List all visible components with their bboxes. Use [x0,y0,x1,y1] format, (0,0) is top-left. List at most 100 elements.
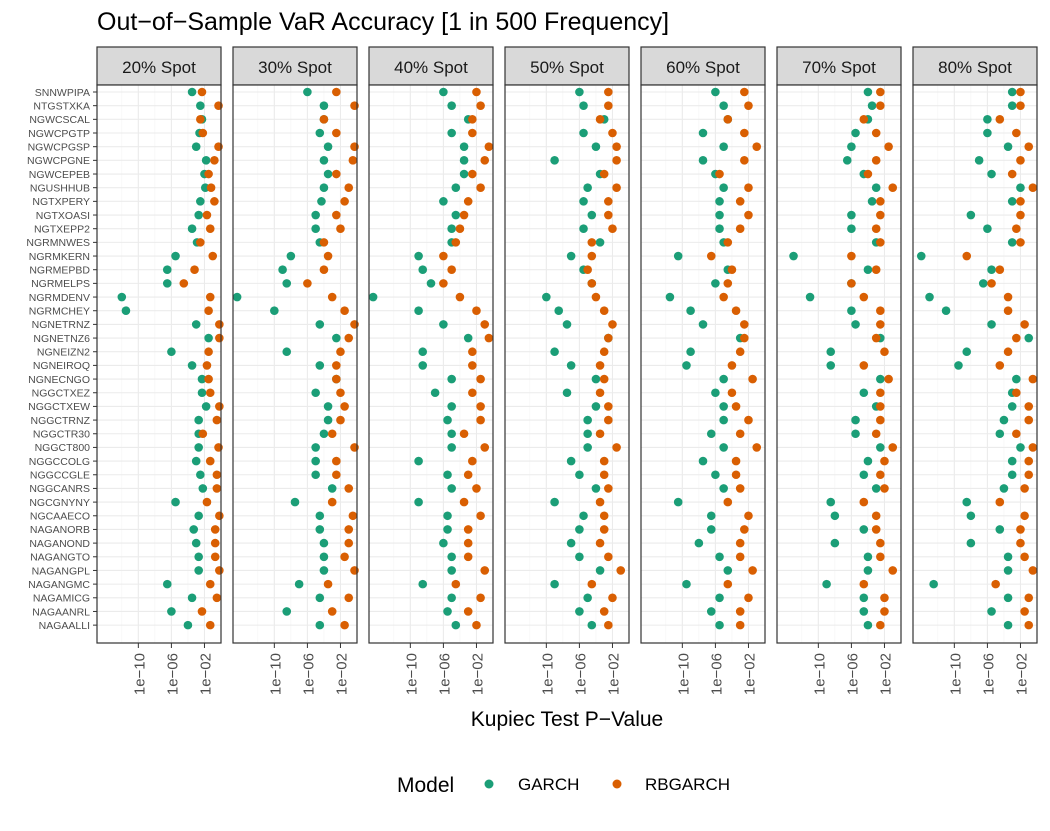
point-garch [682,361,691,370]
point-garch [715,552,724,562]
x-tick-label: 1e−06 [300,653,317,695]
point-garch [162,579,172,589]
point-garch [327,484,337,493]
point-rbgarch [727,361,737,370]
point-rbgarch [332,456,341,466]
point-rbgarch [735,347,745,357]
point-rbgarch [205,620,215,630]
point-garch [987,320,996,329]
point-rbgarch [587,579,597,589]
point-garch [715,210,724,220]
point-garch [426,279,436,288]
point-rbgarch [212,484,222,493]
point-garch [443,511,452,521]
point-garch [847,142,856,151]
point-rbgarch [468,388,477,398]
point-garch [311,456,320,466]
point-rbgarch [344,333,354,343]
point-garch [187,224,197,233]
point-rbgarch [1028,443,1038,452]
point-garch [698,128,708,138]
point-rbgarch [197,607,207,616]
point-garch [311,470,320,480]
point-garch [987,169,996,179]
point-garch [319,552,329,562]
point-rbgarch [876,415,885,425]
point-rbgarch [463,552,473,562]
point-garch [579,511,588,521]
point-garch [204,333,213,343]
x-tick-label: 1e−02 [877,653,894,695]
point-rbgarch [888,566,898,575]
point-rbgarch [995,115,1005,124]
x-tick-label: 1e−10 [811,653,828,695]
point-garch [711,388,720,398]
point-garch [673,251,683,261]
point-rbgarch [962,251,972,261]
point-rbgarch [604,402,613,411]
point-rbgarch [595,538,605,548]
point-rbgarch [1012,224,1021,233]
point-rbgarch [859,115,869,124]
point-garch [430,388,440,398]
point-rbgarch [1016,156,1025,165]
point-rbgarch [212,593,222,603]
point-rbgarch [472,87,481,97]
point-garch [941,306,951,316]
point-garch [1007,470,1017,480]
panel-background [505,85,629,643]
point-garch [962,497,972,507]
point-garch [665,292,675,302]
point-rbgarch [871,156,881,165]
point-rbgarch [468,169,477,179]
point-rbgarch [859,292,869,302]
point-garch [550,497,559,507]
point-rbgarch [179,279,189,288]
y-category-label: NAGAMICG [33,593,90,605]
y-category-label: NGCGNYNY [29,497,90,509]
point-garch [706,525,716,534]
point-rbgarch [1024,620,1034,630]
point-rbgarch [332,169,341,179]
point-rbgarch [735,538,745,548]
point-rbgarch [740,128,749,138]
point-rbgarch [327,497,337,507]
point-rbgarch [202,210,212,220]
point-rbgarch [210,156,219,165]
facet-strip-label: 70% Spot [802,58,876,77]
point-rbgarch [468,361,477,370]
point-garch [694,538,704,548]
point-garch [183,620,193,630]
panel-background [777,85,901,643]
point-rbgarch [210,552,220,562]
point-rbgarch [1012,429,1021,439]
point-rbgarch [476,101,485,110]
point-garch [196,197,205,206]
point-rbgarch [880,593,889,603]
point-rbgarch [1007,169,1017,179]
point-garch [719,101,728,110]
point-rbgarch [332,128,341,138]
point-garch [711,279,720,288]
point-garch [719,183,728,192]
point-garch [999,415,1009,425]
point-garch [826,361,836,370]
point-garch [562,388,572,398]
point-rbgarch [319,115,329,124]
point-garch [194,415,203,425]
point-rbgarch [608,128,617,138]
point-garch [451,620,461,630]
point-garch [1024,333,1034,343]
point-rbgarch [327,292,337,302]
point-rbgarch [340,620,349,630]
y-category-label: NAGANGTO [30,552,90,564]
point-rbgarch [876,197,885,206]
point-garch [830,538,840,548]
point-rbgarch [463,538,473,548]
point-garch [706,429,716,439]
point-garch [983,115,992,124]
point-rbgarch [1024,456,1034,466]
point-garch [447,566,456,575]
point-rbgarch [599,347,609,357]
